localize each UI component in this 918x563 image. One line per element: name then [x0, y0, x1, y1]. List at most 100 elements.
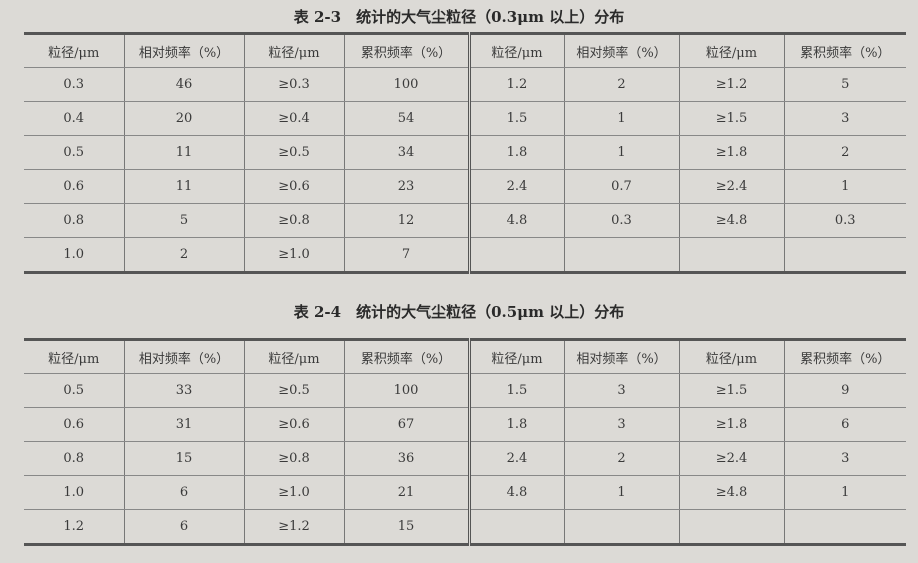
column-header: 相对频率（%）: [563, 339, 679, 374]
table-cell: 3: [783, 101, 906, 136]
table-cell: 1.0: [24, 237, 124, 273]
column-header: 累积频率（%）: [343, 339, 469, 374]
table-cell: 6: [123, 509, 244, 545]
table-cell: 3: [783, 441, 906, 476]
table-cell: 1: [563, 475, 679, 510]
table-row: 0.8 15 ≥0.8 36 2.4 2 ≥2.4 3: [24, 441, 906, 476]
table-row: 0.6 31 ≥0.6 67 1.8 3 ≥1.8 6: [24, 407, 906, 442]
table-row: 0.3 46 ≥0.3 100 1.2 2 ≥1.2 5: [24, 67, 906, 102]
table-cell: ≥1.0: [243, 237, 344, 273]
table-cell: 1.2: [24, 509, 124, 545]
column-header: 累积频率（%）: [783, 33, 906, 68]
table-cell: 1.2: [467, 67, 564, 102]
column-header: 粒径/μm: [24, 33, 124, 68]
table-cell: [783, 509, 906, 545]
table-row: 1.0 2 ≥1.0 7: [24, 237, 906, 273]
table-cell: ≥1.2: [243, 509, 344, 545]
table-cell: 100: [343, 373, 469, 408]
table-cell: 11: [123, 135, 244, 170]
table-cell: ≥0.6: [243, 169, 344, 204]
table-cell: 2: [783, 135, 906, 170]
table-cell: 1.0: [24, 475, 124, 510]
table-cell: 1.8: [467, 135, 564, 170]
table-cell: ≥2.4: [678, 441, 784, 476]
table-2-3: 粒径/μm 相对频率（%） 粒径/μm 累积频率（%） 粒径/μm 相对频率（%） 粒径/μ…: [24, 32, 906, 274]
table-2-4-title: 表 2-4 统计的大气尘粒径（0.5μm 以上）分布: [293, 303, 625, 321]
table-cell: ≥0.5: [243, 373, 344, 408]
table-cell: ≥1.5: [678, 373, 784, 408]
table-cell: 4.8: [467, 475, 564, 510]
column-header: 粒径/μm: [467, 339, 564, 374]
column-header: 粒径/μm: [678, 33, 784, 68]
column-header: 累积频率（%）: [343, 33, 469, 68]
table-cell: 2: [563, 441, 679, 476]
column-header: 粒径/μm: [678, 339, 784, 374]
table-2-3-title: 表 2-3 统计的大气尘粒径（0.3μm 以上）分布: [293, 8, 625, 26]
header-row: 粒径/μm 相对频率（%） 粒径/μm 累积频率（%） 粒径/μm 相对频率（%） 粒径/μ…: [24, 339, 906, 374]
table-cell: ≥0.8: [243, 441, 344, 476]
column-header: 相对频率（%）: [123, 339, 244, 374]
table-cell: 46: [123, 67, 244, 102]
table-cell: 2: [123, 237, 244, 273]
table-cell: 67: [343, 407, 469, 442]
table-cell: ≥0.3: [243, 67, 344, 102]
table-cell: 15: [123, 441, 244, 476]
table-2-4: 粒径/μm 相对频率（%） 粒径/μm 累积频率（%） 粒径/μm 相对频率（%） 粒径/μ…: [24, 338, 906, 546]
table-cell: 33: [123, 373, 244, 408]
table-cell: 20: [123, 101, 244, 136]
table-cell: 0.7: [563, 169, 679, 204]
table-cell: [678, 237, 784, 273]
table-cell: ≥1.2: [678, 67, 784, 102]
table-cell: ≥1.0: [243, 475, 344, 510]
table-cell: ≥0.6: [243, 407, 344, 442]
table-cell: 9: [783, 373, 906, 408]
table-cell: 0.8: [24, 441, 124, 476]
table-cell: 1: [563, 101, 679, 136]
table-cell: 1: [783, 475, 906, 510]
column-header: 粒径/μm: [243, 33, 344, 68]
table-cell: [678, 509, 784, 545]
table-cell: 0.5: [24, 373, 124, 408]
table-cell: ≥0.4: [243, 101, 344, 136]
table-cell: 2.4: [467, 441, 564, 476]
table-cell: 1: [563, 135, 679, 170]
table-row: 1.2 6 ≥1.2 15: [24, 509, 906, 545]
table-cell: 5: [123, 203, 244, 238]
table-cell: [467, 509, 564, 545]
table-cell: 1.5: [467, 373, 564, 408]
table-cell: [563, 509, 679, 545]
table-cell: 54: [343, 101, 469, 136]
table-cell: 0.5: [24, 135, 124, 170]
table-cell: 0.8: [24, 203, 124, 238]
table-cell: 3: [563, 407, 679, 442]
table-cell: [783, 237, 906, 273]
table-cell: 0.4: [24, 101, 124, 136]
table-cell: 15: [343, 509, 469, 545]
table-cell: ≥0.5: [243, 135, 344, 170]
table-cell: 3: [563, 373, 679, 408]
table-cell: 21: [343, 475, 469, 510]
table-cell: ≥4.8: [678, 475, 784, 510]
table-cell: ≥1.8: [678, 407, 784, 442]
column-header: 粒径/μm: [467, 33, 564, 68]
column-header: 相对频率（%）: [123, 33, 244, 68]
table-cell: 5: [783, 67, 906, 102]
table-row: 0.5 33 ≥0.5 100 1.5 3 ≥1.5 9: [24, 373, 906, 408]
table-cell: 23: [343, 169, 469, 204]
table-cell: 6: [123, 475, 244, 510]
table-cell: 34: [343, 135, 469, 170]
table-cell: 0.3: [783, 203, 906, 238]
header-row: 粒径/μm 相对频率（%） 粒径/μm 累积频率（%） 粒径/μm 相对频率（%） 粒径/μ…: [24, 33, 906, 68]
table-row: 0.4 20 ≥0.4 54 1.5 1 ≥1.5 3: [24, 101, 906, 136]
table-cell: 36: [343, 441, 469, 476]
table-cell: 0.6: [24, 407, 124, 442]
table-cell: 12: [343, 203, 469, 238]
table-cell: ≥2.4: [678, 169, 784, 204]
table-row: 0.6 11 ≥0.6 23 2.4 0.7 ≥2.4 1: [24, 169, 906, 204]
table-cell: 4.8: [467, 203, 564, 238]
table-cell: 0.3: [24, 67, 124, 102]
column-header: 粒径/μm: [24, 339, 124, 374]
table-cell: 1.5: [467, 101, 564, 136]
table-cell: ≥4.8: [678, 203, 784, 238]
table-cell: ≥1.5: [678, 101, 784, 136]
